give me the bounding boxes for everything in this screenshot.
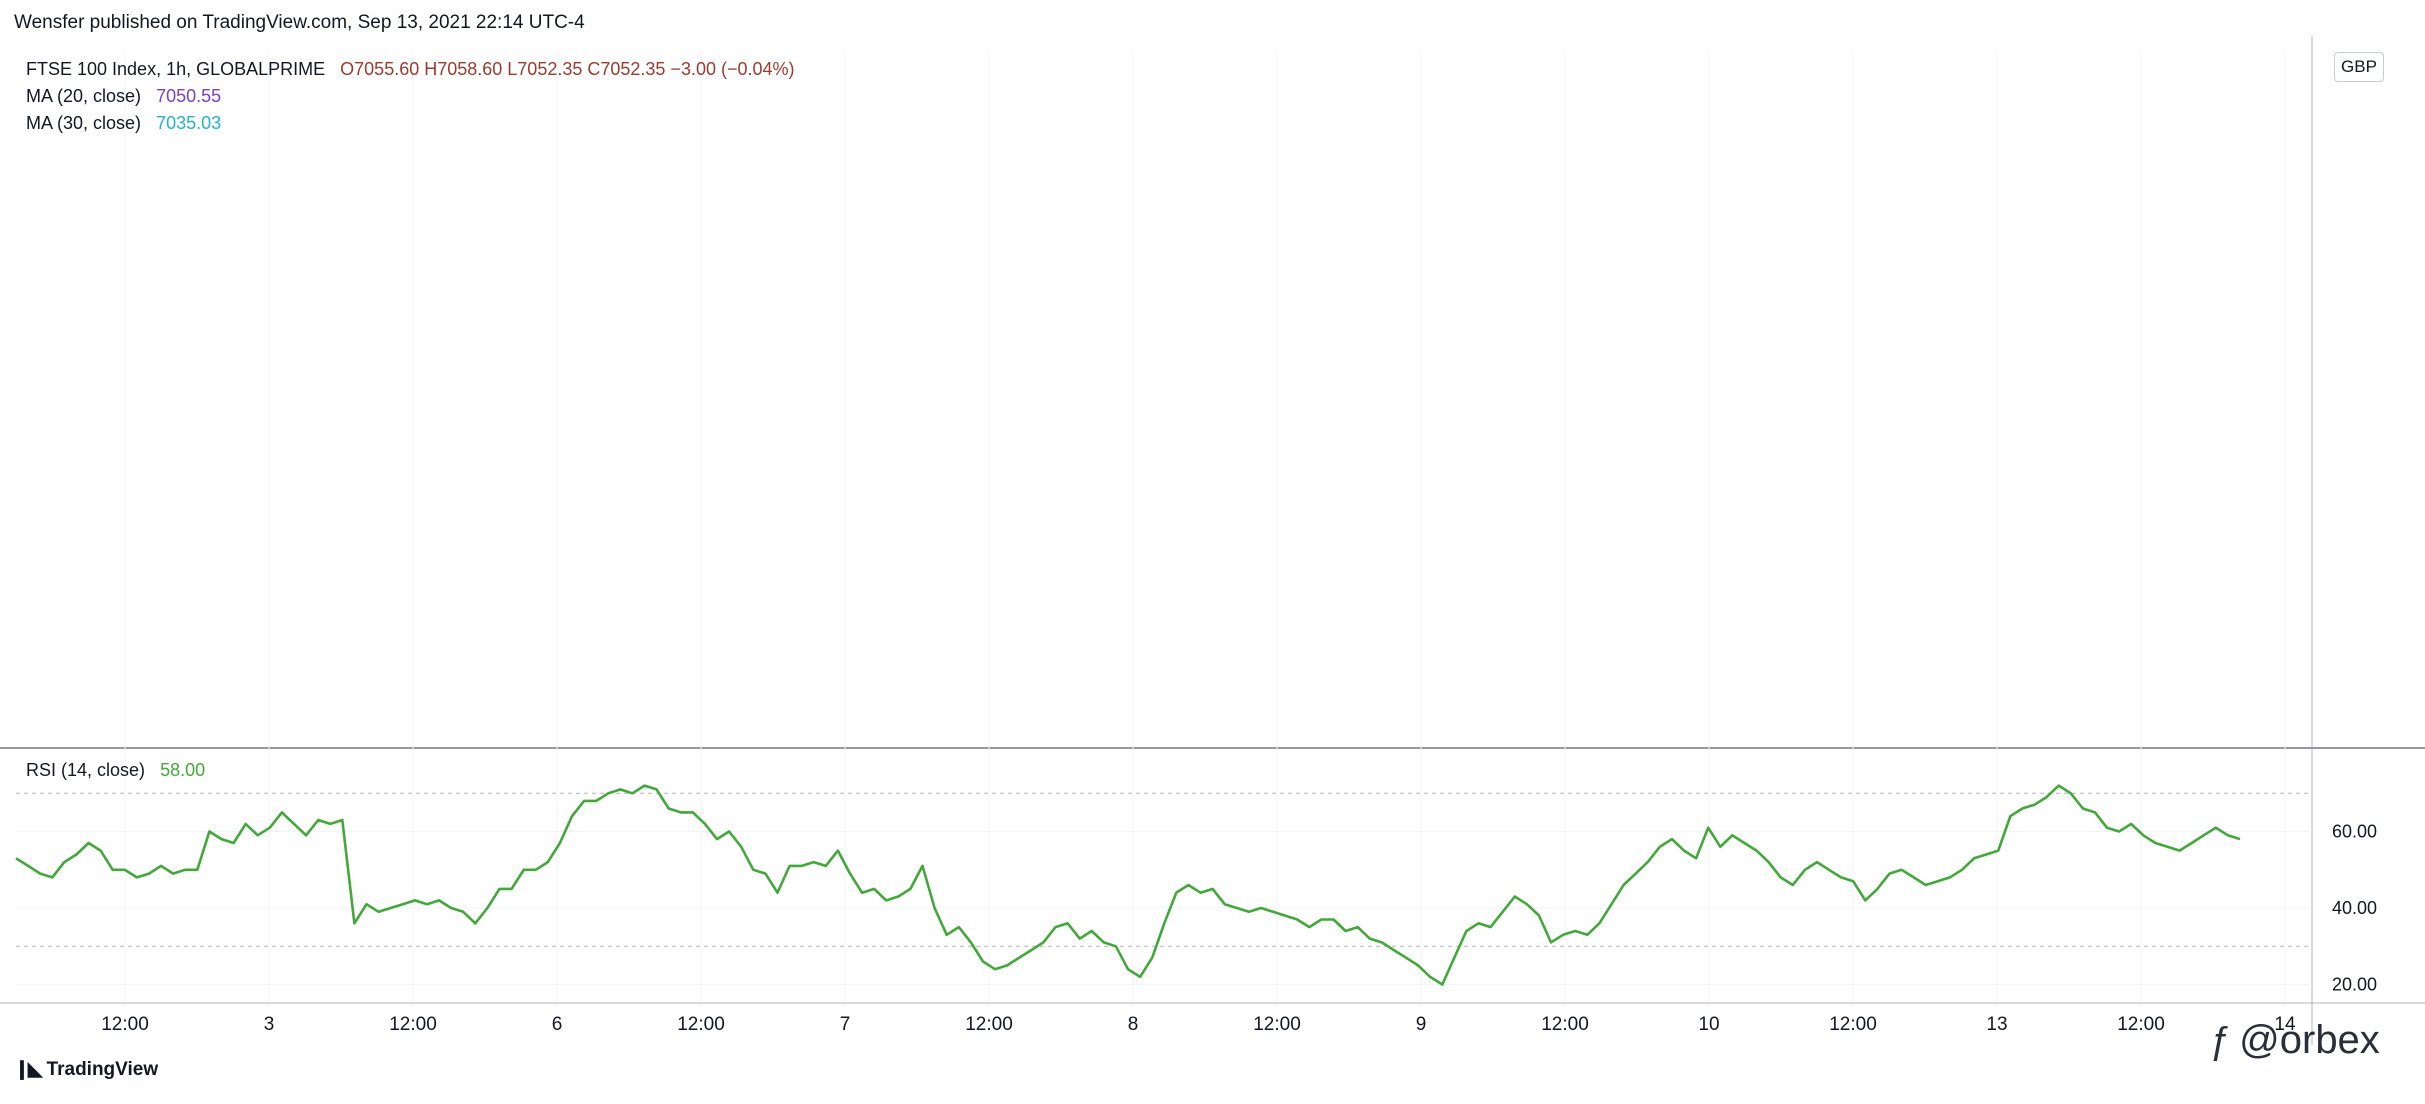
time-tick-label: 12:00 — [965, 1014, 1013, 1035]
time-tick-label: 12:00 — [2117, 1014, 2165, 1035]
time-tick-label: 6 — [552, 1014, 563, 1035]
legend-ma20-value: 7050.55 — [156, 86, 222, 106]
time-tick-label: 13 — [1986, 1014, 2007, 1035]
legend-ma20-row: MA (20, close) 7050.55 — [26, 83, 795, 110]
orbex-watermark: ƒ @orbex — [2210, 1018, 2380, 1063]
time-tick-label: 14 — [2274, 1014, 2296, 1035]
time-tick-label: 9 — [1416, 1014, 1427, 1035]
time-tick-label: 10 — [1698, 1014, 1719, 1035]
main-legend: FTSE 100 Index, 1h, GLOBALPRIME O7055.60… — [26, 56, 795, 137]
legend-symbol-row: FTSE 100 Index, 1h, GLOBALPRIME O7055.60… — [26, 56, 795, 83]
plot-background — [16, 50, 2310, 1002]
legend-ma20-label[interactable]: MA (20, close) — [26, 86, 142, 106]
rsi-legend: RSI (14, close) 58.00 — [26, 760, 205, 781]
rsi-tick-label: 60.00 — [2332, 822, 2377, 842]
watermark-text: @orbex — [2239, 1018, 2380, 1062]
time-tick-label: 7 — [840, 1014, 851, 1035]
time-tick-label: 12:00 — [1829, 1014, 1877, 1035]
tradingview-logo-icon: ❙◣ — [14, 1059, 43, 1080]
legend-ma30-row: MA (30, close) 7035.03 — [26, 110, 795, 137]
rsi-tick-label: 40.00 — [2332, 898, 2377, 918]
rsi-tick-label: 20.00 — [2332, 975, 2377, 995]
rsi-line — [15, 784, 2241, 986]
legend-symbol[interactable]: FTSE 100 Index, 1h, GLOBALPRIME — [26, 59, 326, 79]
rsi-label[interactable]: RSI (14, close) — [26, 760, 146, 780]
legend-ohlc: O7055.60 H7058.60 L7052.35 C7052.35 −3.0… — [340, 59, 795, 79]
currency-button[interactable]: GBP — [2334, 52, 2384, 82]
time-tick-label: 12:00 — [101, 1014, 149, 1035]
time-tick-label: 12:00 — [1253, 1014, 1301, 1035]
time-tick-label: 12:00 — [389, 1014, 437, 1035]
rsi-value: 58.00 — [160, 760, 206, 780]
orbex-logo-icon: ƒ — [2210, 1020, 2232, 1062]
time-tick-label: 8 — [1128, 1014, 1139, 1035]
legend-ma30-value: 7035.03 — [156, 113, 222, 133]
tradingview-brand: TradingView — [46, 1059, 159, 1080]
time-tick-label: 3 — [264, 1014, 275, 1035]
publisher-line: Wensfer published on TradingView.com, Se… — [14, 12, 585, 33]
legend-ma30-label[interactable]: MA (30, close) — [26, 113, 142, 133]
tradingview-logo: ❙◣ TradingView — [14, 1058, 158, 1081]
time-tick-label: 12:00 — [677, 1014, 725, 1035]
time-tick-label: 12:00 — [1541, 1014, 1589, 1035]
